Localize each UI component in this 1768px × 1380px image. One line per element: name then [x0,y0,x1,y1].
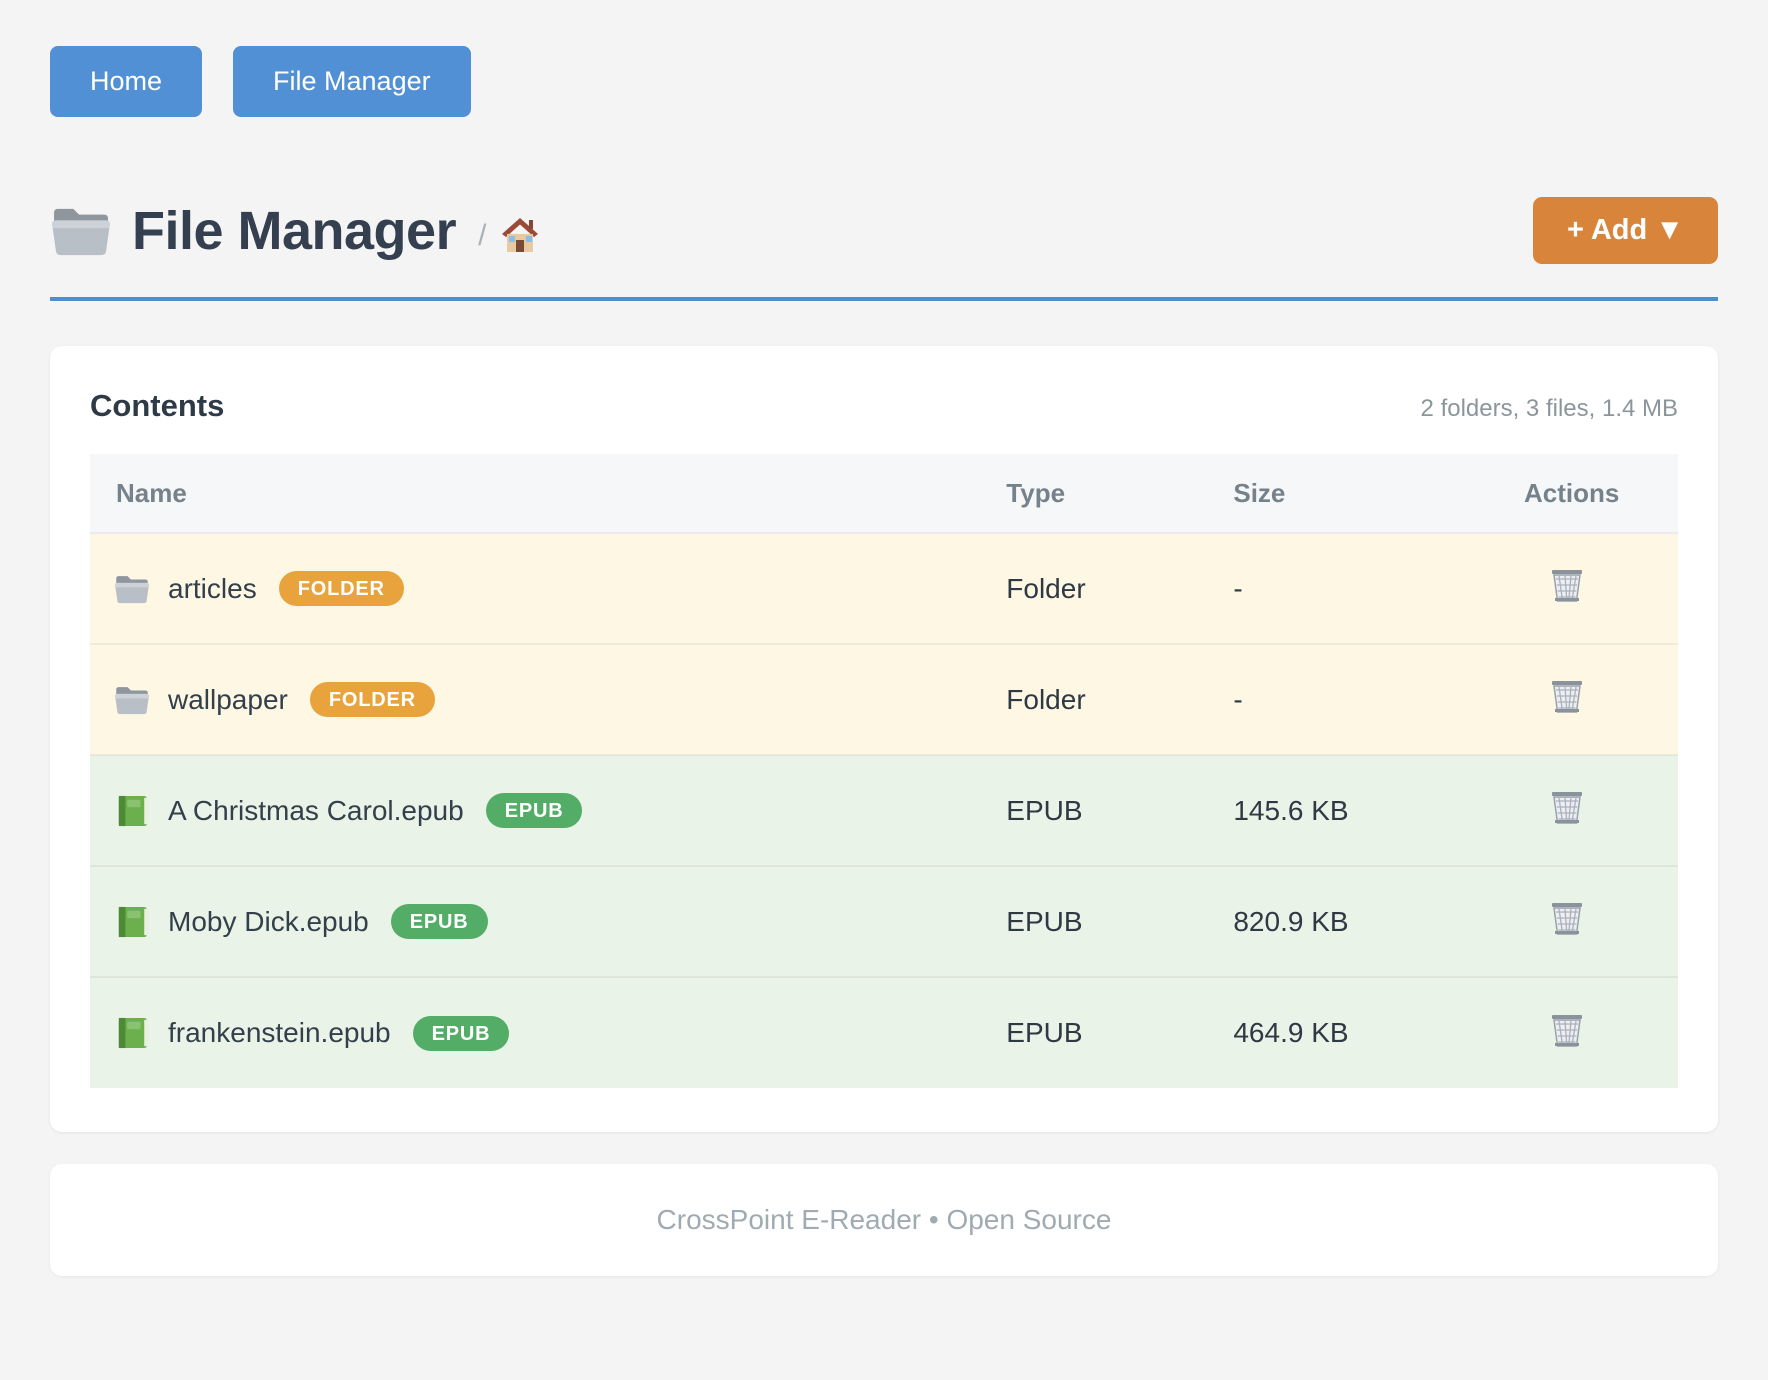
table-row: Moby Dick.epub EPUB EPUB 820.9 KB [90,865,1678,977]
file-size: - [1233,572,1243,604]
file-size: 820.9 KB [1233,865,1524,977]
file-name[interactable]: frankenstein.epub [168,1017,391,1048]
folder-icon [114,573,150,605]
contents-card: Contents 2 folders, 3 files, 1.4 MB Name… [50,346,1718,1132]
column-header-type: Type [1006,454,1234,534]
file-type: Folder [1006,572,1086,604]
delete-button[interactable] [1550,678,1584,714]
delete-button[interactable] [1550,1012,1584,1048]
add-button[interactable]: + Add ▼ [1532,197,1718,264]
page-title: File Manager [132,200,457,261]
delete-button[interactable] [1550,900,1584,936]
column-header-size: Size [1233,454,1524,534]
trash-icon [1550,678,1584,714]
home-icon[interactable] [500,216,540,254]
contents-heading: Contents [90,388,225,423]
page-header: File Manager / + Add ▼ [50,197,1718,264]
file-table: Name Type Size Actions articles FOLDER F… [90,454,1678,1088]
type-badge: EPUB [412,1015,510,1051]
folder-icon [50,205,112,257]
book-icon [114,795,150,827]
file-name[interactable]: articles [168,572,257,604]
header-divider [50,297,1718,301]
file-name[interactable]: A Christmas Carol.epub [168,794,464,826]
table-header-row: Name Type Size Actions [90,454,1678,534]
delete-button[interactable] [1550,567,1584,603]
file-size: - [1233,643,1524,755]
file-type: EPUB [1006,754,1234,866]
delete-button[interactable] [1550,789,1584,825]
file-type: EPUB [1006,976,1234,1088]
column-header-name: Name [90,454,1007,534]
trash-icon [1550,1012,1584,1048]
top-nav: Home File Manager [50,46,1718,117]
contents-card-header: Contents 2 folders, 3 files, 1.4 MB [90,388,1678,424]
column-header-actions: Actions [1523,454,1678,534]
nav-file-manager-button[interactable]: File Manager [233,46,471,117]
table-row: wallpaper FOLDER Folder - [90,643,1678,755]
breadcrumb-separator: / [478,218,487,252]
folder-icon [114,684,150,716]
table-row: frankenstein.epub EPUB EPUB 464.9 KB [90,976,1678,1088]
trash-icon [1550,900,1584,936]
type-badge: FOLDER [278,571,404,606]
file-type: Folder [1006,643,1234,755]
nav-home-button[interactable]: Home [50,46,203,117]
title-group: File Manager / [50,200,1533,262]
file-type: EPUB [1006,865,1234,977]
contents-summary: 2 folders, 3 files, 1.4 MB [1420,395,1678,422]
footer: CrossPoint E-Reader • Open Source [50,1164,1718,1276]
table-row: articles FOLDER Folder - [90,533,1678,644]
file-size: 145.6 KB [1233,754,1524,866]
file-name[interactable]: wallpaper [168,683,288,715]
trash-icon [1550,567,1584,603]
type-badge: EPUB [485,793,583,828]
book-icon [114,906,150,938]
file-size: 464.9 KB [1233,976,1524,1088]
file-name[interactable]: Moby Dick.epub [168,905,369,937]
page: Home File Manager File Manager / + Add ▼… [50,46,1718,1276]
type-badge: EPUB [390,904,488,939]
trash-icon [1550,789,1584,825]
table-row: A Christmas Carol.epub EPUB EPUB 145.6 K… [90,754,1678,866]
type-badge: FOLDER [309,682,435,717]
contents-table-body: articles FOLDER Folder - wallpaper FOLDE… [90,533,1678,1088]
book-icon [114,1017,150,1049]
footer-text: CrossPoint E-Reader • Open Source [656,1204,1112,1235]
